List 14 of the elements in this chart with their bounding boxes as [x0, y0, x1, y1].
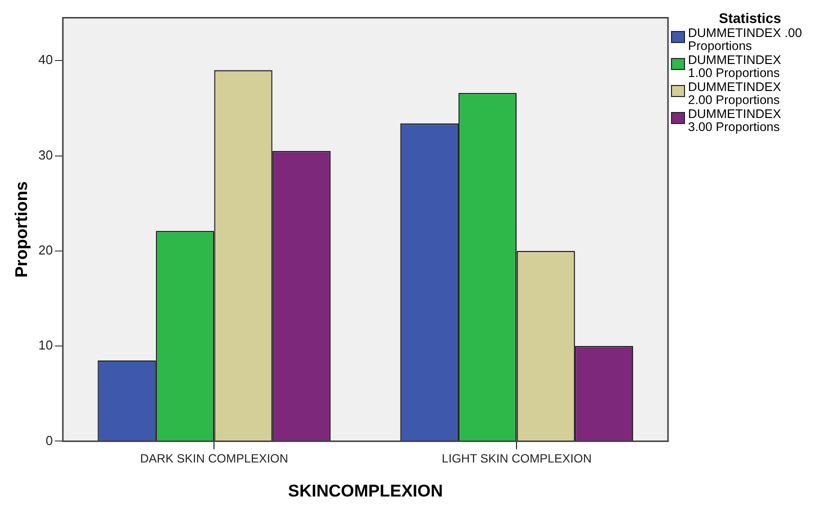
legend-label: DUMMETINDEX 3.00 Proportions [688, 107, 782, 134]
y-tick-label: 10 [38, 338, 53, 353]
y-tick-label: 40 [38, 52, 53, 68]
legend-title: Statistics [718, 10, 782, 26]
y-tick-label: 0 [46, 432, 53, 448]
y-axis-title: Proportions [12, 181, 31, 278]
legend-label: DUMMETINDEX .00 Proportions [688, 26, 803, 53]
y-tick-label: 20 [38, 242, 53, 258]
legend-label: DUMMETINDEX 2.00 Proportions [688, 80, 782, 107]
x-tick-label: DARK SKIN COMPLEXION [140, 452, 288, 466]
x-tick-label: LIGHT SKIN COMPLEXION [442, 452, 592, 466]
legend-label: DUMMETINDEX 1.00 Proportions [688, 53, 782, 80]
y-tick-label: 30 [38, 147, 53, 162]
x-axis-title: SKINCOMPLEXION [288, 481, 443, 500]
